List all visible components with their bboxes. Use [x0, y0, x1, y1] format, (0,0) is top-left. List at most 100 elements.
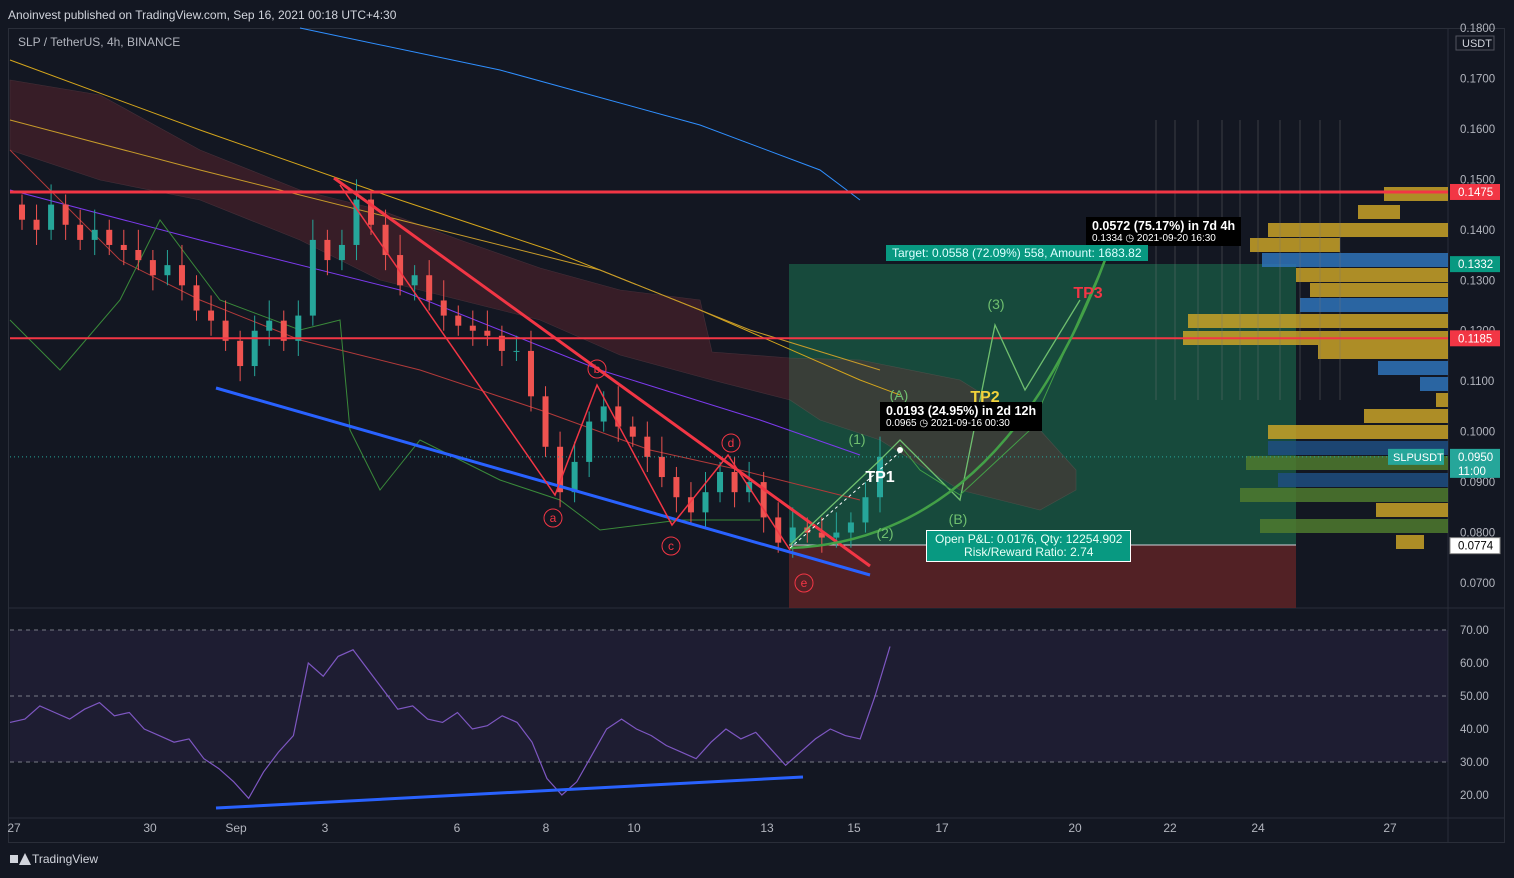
footer-brand[interactable]: TradingView — [10, 852, 98, 866]
candle-body — [615, 406, 622, 427]
tradingview-logo-icon — [10, 853, 31, 865]
symbol-tag: SLPUSDT — [1393, 452, 1444, 464]
price-tick: 0.1700 — [1460, 73, 1495, 85]
price-label: 0.1332 — [1458, 259, 1493, 271]
candle-body — [557, 446, 564, 493]
volume-profile-bar — [1262, 253, 1448, 267]
price-label-bg — [1450, 183, 1500, 200]
unit-box — [1455, 35, 1495, 51]
candle-body — [571, 461, 578, 493]
target-label-tp3: TP3 — [1073, 285, 1102, 302]
candle-body — [77, 224, 84, 240]
descending-support — [215, 386, 871, 577]
countdown-bg — [1450, 463, 1500, 478]
candle-body — [62, 204, 69, 225]
publish-info: Anoinvest published on TradingView.com, … — [8, 8, 397, 22]
projection-path-2 — [899, 259, 1106, 496]
rsi-tick: 50.00 — [1460, 691, 1489, 703]
candle-body — [818, 532, 825, 538]
rsi-tick: 70.00 — [1460, 625, 1489, 637]
candle-body — [397, 255, 404, 286]
candle-body — [833, 532, 840, 538]
volume-profile-bar — [1268, 425, 1448, 439]
candle-body — [455, 315, 462, 326]
volume-profile-bar — [1420, 377, 1448, 391]
candle-body — [208, 310, 215, 321]
target-label-tp1: TP1 — [865, 469, 894, 486]
position-zones — [9, 79, 1448, 608]
candle-body — [266, 320, 273, 331]
symbol-info[interactable]: SLP / TetherUS, 4h, BINANCE — [18, 35, 181, 49]
wave-label-b: b — [594, 362, 601, 376]
ichimoku-cloud — [9, 79, 1077, 511]
rsi-tick: 40.00 — [1460, 724, 1489, 736]
candle-body — [498, 335, 505, 351]
projection-path-1 — [789, 299, 1081, 546]
volume-profile-bar — [1378, 361, 1448, 375]
price-tick: 0.1300 — [1460, 275, 1495, 287]
price-unit: USDT — [1462, 38, 1492, 50]
price-tick: 0.1800 — [1460, 23, 1495, 35]
candle-body — [847, 522, 854, 533]
countdown: 11:00 — [1458, 466, 1486, 478]
target-label[interactable]: Target: 0.0558 (72.09%) 558, Amount: 168… — [886, 245, 1148, 261]
position-info[interactable]: Open P&L: 0.0176, Qty: 12254.902 Risk/Re… — [926, 530, 1132, 562]
candle-body — [149, 260, 156, 276]
candle-body — [193, 285, 200, 311]
ma-yellow-2 — [9, 119, 881, 371]
measure-long-sub: 0.1334 — [1092, 233, 1123, 244]
candle-body — [877, 456, 883, 498]
axes: 0.18000.17000.16000.15000.14000.13000.12… — [7, 23, 1501, 835]
volume-profile-bar — [1300, 298, 1448, 312]
time-tick: 13 — [760, 821, 774, 835]
time-tick: 30 — [143, 821, 157, 835]
volume-profile-bar — [1396, 535, 1424, 549]
candle-body — [440, 300, 447, 316]
price-tick: 0.1400 — [1460, 225, 1495, 237]
measure-short-box[interactable]: 0.0193 (24.95%) in 2d 12h 0.0965 ◷ 2021-… — [880, 402, 1043, 431]
candle-body — [222, 320, 229, 341]
ma-yellow-1 — [9, 59, 901, 396]
rsi-tick: 20.00 — [1460, 790, 1489, 802]
time-tick: 27 — [1383, 821, 1397, 835]
candle-body — [469, 325, 476, 331]
wave-label-c: c — [668, 539, 674, 553]
time-tick: Sep — [225, 821, 247, 835]
candle-body — [295, 315, 302, 341]
price-label-bg — [1449, 537, 1501, 555]
candle-body — [411, 275, 418, 286]
candles — [19, 179, 883, 558]
volume-profile-bar — [1250, 238, 1340, 252]
candle-body — [717, 472, 724, 493]
candle-body — [135, 250, 142, 261]
wave-label-circle — [543, 508, 563, 528]
candle-body — [629, 426, 636, 437]
candle-body — [804, 527, 811, 533]
time-tick: 17 — [935, 821, 949, 835]
indicator-lines — [9, 27, 901, 531]
candle-body — [731, 472, 738, 493]
volume-profile-bar — [1436, 393, 1448, 407]
price-tick: 0.0800 — [1460, 528, 1495, 540]
price-label-bg — [1450, 448, 1500, 465]
candle-body — [91, 229, 98, 240]
candle-body — [382, 224, 389, 256]
ma-blue — [299, 27, 861, 201]
price-label: 0.0950 — [1458, 452, 1493, 464]
measure-long-box[interactable]: 0.0572 (75.17%) in 7d 4h 0.1334 ◷ 2021-0… — [1086, 217, 1242, 246]
measure-short-time: 2021-09-16 00:30 — [930, 418, 1010, 429]
candle-body — [338, 244, 345, 261]
time-tick: 22 — [1163, 821, 1177, 835]
volume-profile-bar — [1240, 488, 1448, 502]
wave-label-d: d — [728, 436, 735, 450]
measure-long-time: 2021-09-20 16:30 — [1136, 233, 1216, 244]
candle-body — [106, 229, 113, 245]
candle-body — [586, 421, 593, 462]
candle-body — [164, 265, 171, 276]
price-tick: 0.1600 — [1460, 124, 1495, 136]
rsi-line — [9, 646, 891, 800]
wave-label-e: e — [801, 576, 808, 590]
volume-profile-bar — [1260, 519, 1448, 533]
wave-label: (1) — [848, 431, 865, 447]
